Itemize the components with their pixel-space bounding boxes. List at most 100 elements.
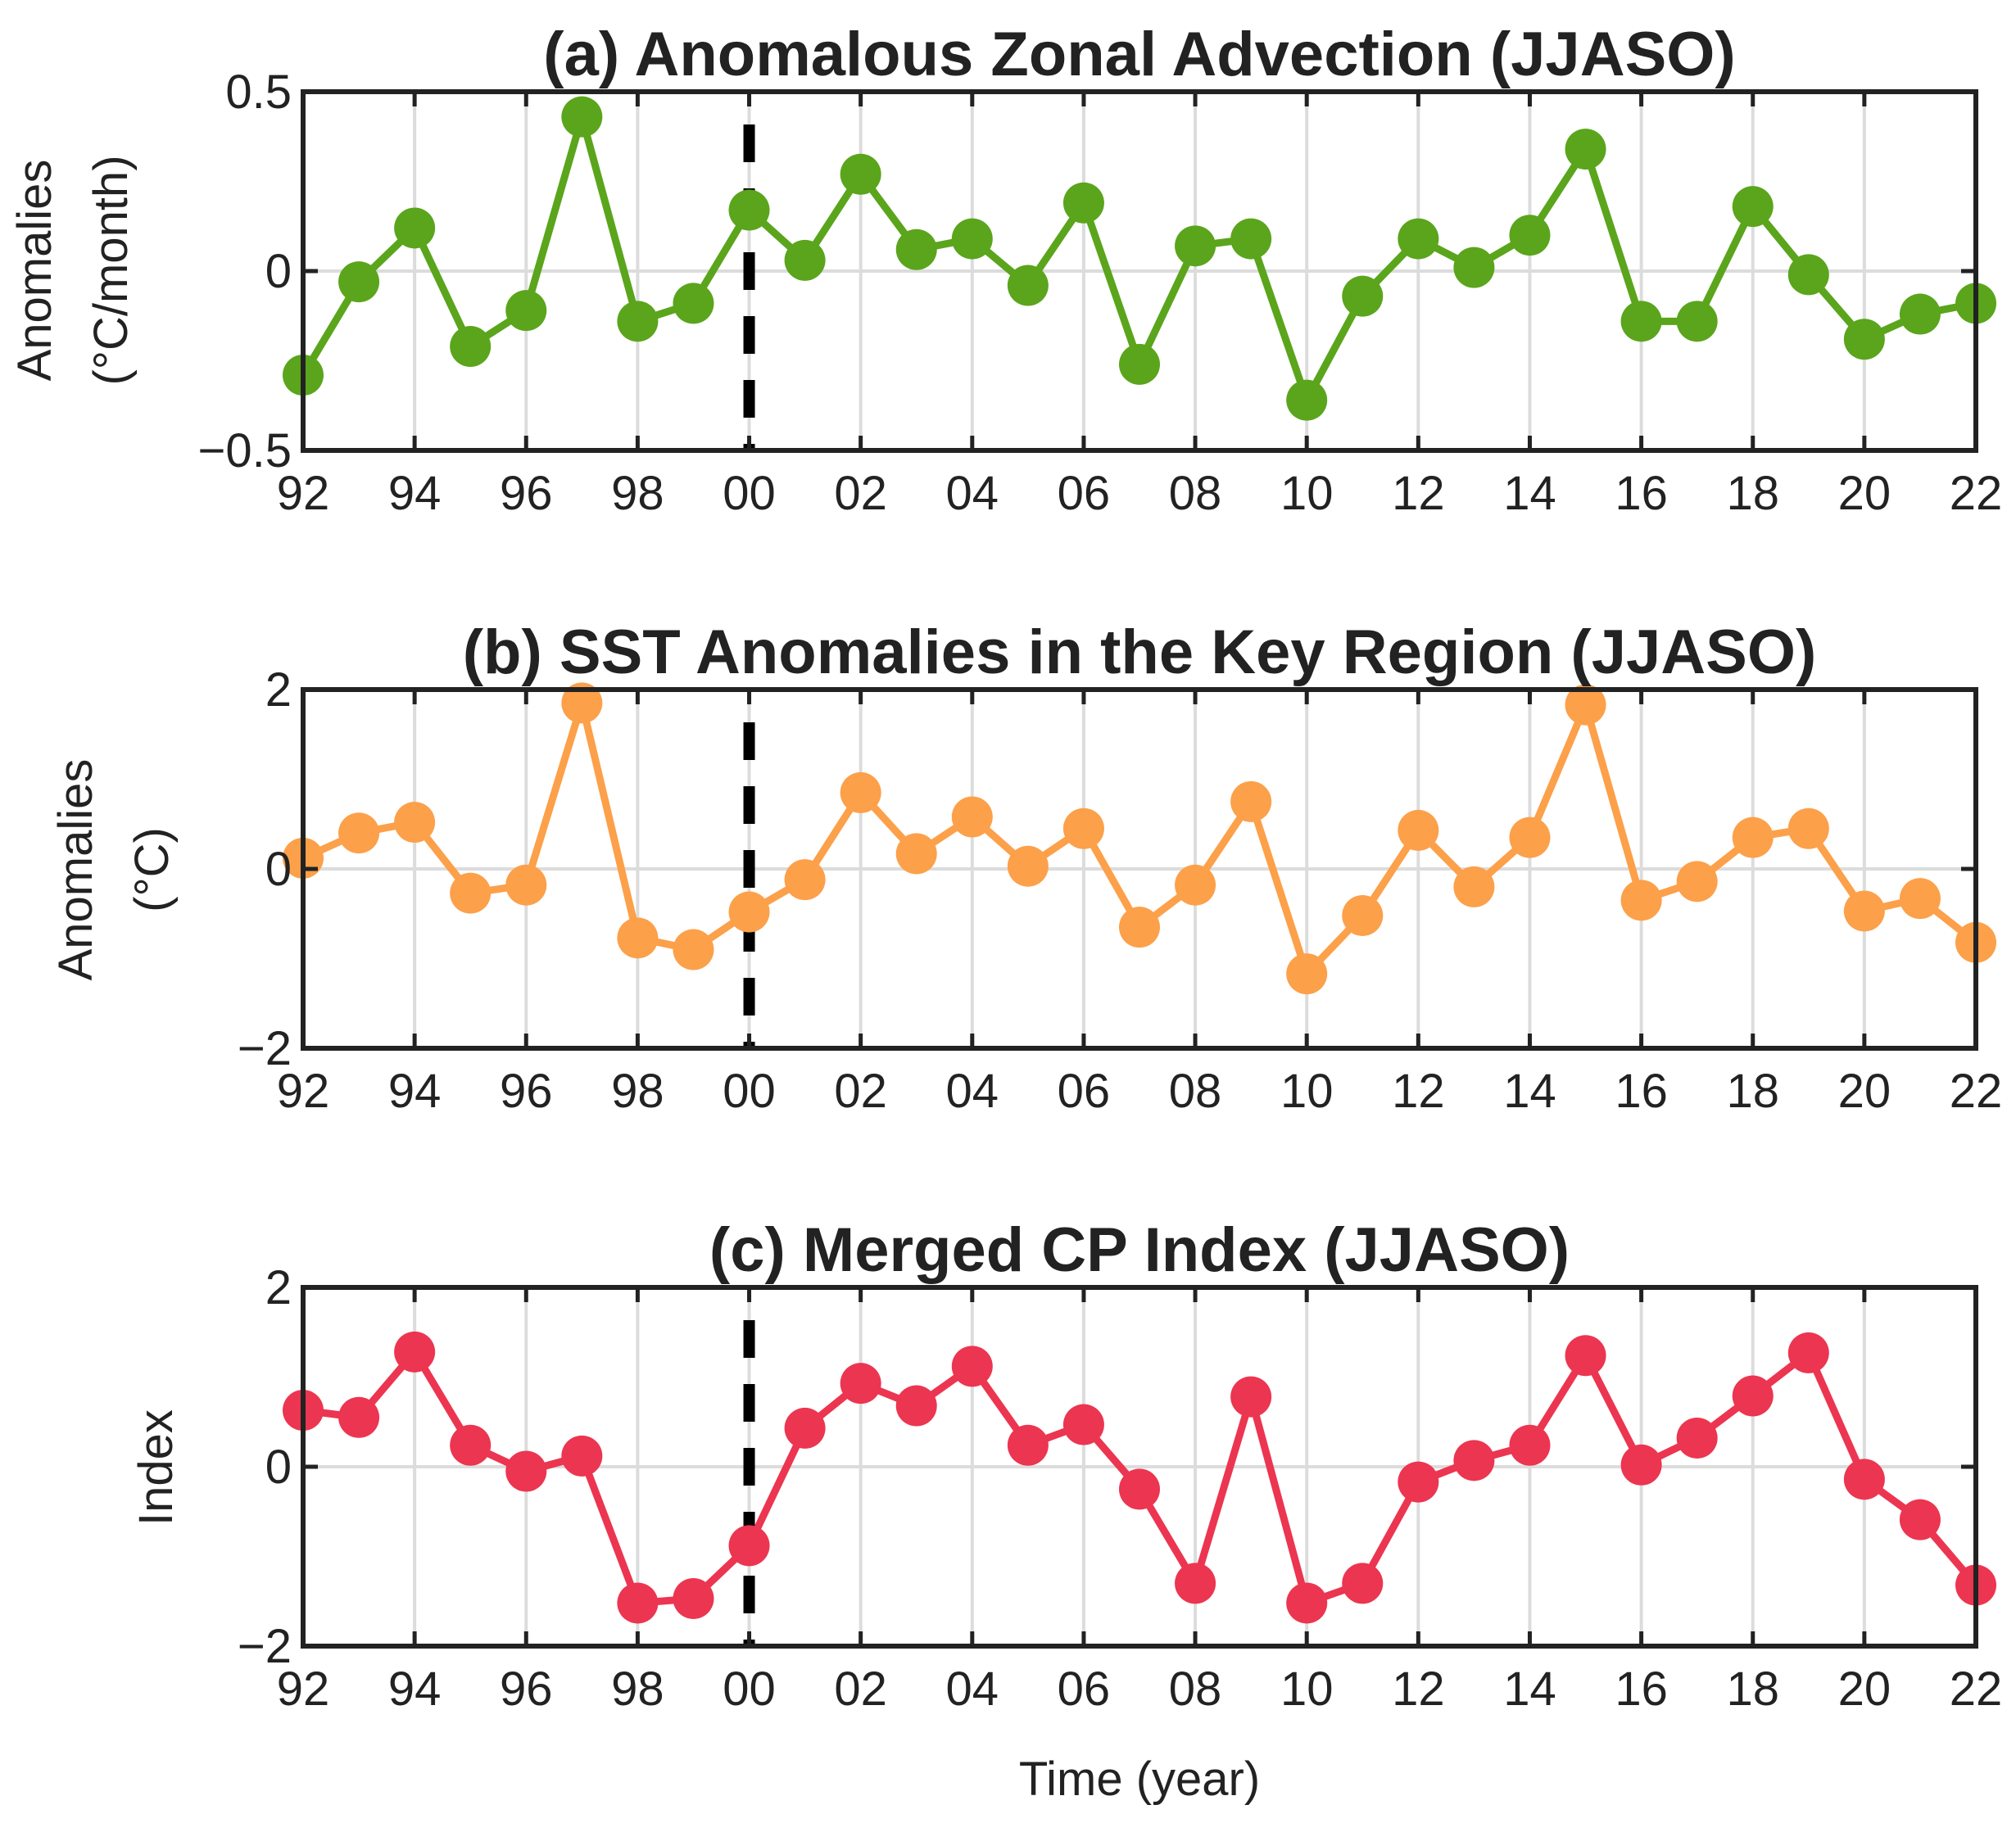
x-tick-label: 20	[1838, 467, 1891, 520]
x-tick-label: 10	[1280, 467, 1334, 520]
data-point	[394, 802, 436, 844]
data-point	[450, 1424, 492, 1466]
data-point	[1007, 265, 1049, 306]
y-tick-label: 0	[265, 1441, 292, 1494]
x-tick-label: 02	[834, 467, 887, 520]
x-tick-label: 00	[723, 467, 776, 520]
data-point	[561, 96, 603, 138]
data-point	[1787, 1332, 1829, 1373]
x-tick-label: 22	[1950, 1662, 2003, 1716]
x-tick-label: 18	[1726, 1065, 1779, 1118]
data-point	[1453, 247, 1495, 288]
data-point	[450, 872, 492, 914]
y-axis-label: Index	[129, 1409, 183, 1526]
chart-title: (a) Anomalous Zonal Advection (JJASO)	[543, 20, 1735, 89]
x-tick-label: 14	[1503, 1662, 1556, 1716]
data-point	[1230, 1376, 1272, 1418]
data-point	[338, 812, 380, 854]
data-point	[1732, 817, 1774, 858]
x-tick-label: 94	[388, 1065, 442, 1118]
data-point	[338, 261, 380, 303]
chart-panel-2: 92 94 96 98 00 02 04 06 08 10 12 14 16 18 20 22−202(b) …	[49, 617, 2002, 1118]
chart-panel-1: 92 94 96 98 00 02 04 06 08 10 12 14 16 18 20 22 −0.5 0 0.5…	[8, 20, 2002, 520]
x-tick-label: 96	[500, 1065, 553, 1118]
data-point	[1453, 866, 1495, 907]
data-point	[1843, 319, 1885, 360]
data-point	[673, 283, 714, 324]
y-tick-label: −2	[238, 1022, 292, 1075]
data-point	[1899, 1499, 1941, 1540]
x-tick-label: 98	[611, 1065, 664, 1118]
x-tick-label: 14	[1503, 467, 1556, 520]
data-point	[784, 239, 826, 281]
data-point	[1620, 301, 1662, 342]
data-point	[1007, 1424, 1049, 1466]
data-point	[617, 301, 659, 342]
x-tick-label: 94	[388, 467, 442, 520]
data-point	[1062, 1404, 1104, 1445]
y-axis-label: (°C/month)	[84, 155, 138, 385]
x-tick-label: 10	[1280, 1065, 1334, 1118]
data-point	[840, 771, 881, 813]
data-point	[505, 1450, 547, 1492]
data-point	[1899, 293, 1941, 335]
data-point	[1342, 1563, 1384, 1604]
data-point	[1565, 129, 1606, 170]
data-point	[394, 207, 436, 249]
x-tick-label: 04	[946, 467, 999, 520]
x-tick-label: 02	[834, 1065, 887, 1118]
data-point	[784, 1407, 826, 1449]
x-tick-label: 12	[1392, 1662, 1445, 1716]
x-tick-label: 12	[1392, 1065, 1445, 1118]
data-point	[1843, 1459, 1885, 1500]
data-point	[1787, 807, 1829, 849]
y-axis-label: Anomalies	[8, 160, 61, 382]
chart-title: (b) SST Anomalies in the Key Region (JJA…	[463, 617, 1817, 687]
data-point	[1230, 218, 1272, 260]
data-point	[1119, 907, 1160, 948]
x-tick-label: 16	[1615, 1065, 1668, 1118]
data-point	[951, 218, 993, 260]
y-axis-label: Anomalies	[49, 759, 102, 981]
data-point	[1732, 186, 1774, 228]
data-point	[561, 682, 603, 724]
data-point	[1119, 1468, 1160, 1510]
data-point	[1453, 1440, 1495, 1481]
x-tick-label: 06	[1058, 1662, 1111, 1716]
data-point	[1062, 807, 1104, 849]
x-tick-label: 16	[1615, 467, 1668, 520]
data-point	[728, 189, 770, 231]
data-point	[1398, 809, 1439, 851]
y-tick-label: 0	[265, 843, 292, 896]
x-tick-label: 14	[1503, 1065, 1556, 1118]
data-point	[505, 290, 547, 332]
data-point	[1565, 684, 1606, 726]
data-point	[1676, 1417, 1718, 1459]
x-tick-label: 22	[1950, 1065, 2003, 1118]
chart-panel-3: 92 94 96 98 00 02 04 06 08 10 12 14 16 18 20 22−202(c) …	[129, 1215, 2002, 1806]
data-point	[561, 1435, 603, 1477]
data-point	[1062, 182, 1104, 224]
data-point	[1398, 1461, 1439, 1503]
data-point	[895, 228, 937, 270]
data-point	[1620, 1444, 1662, 1486]
data-point	[1509, 1424, 1551, 1466]
x-tick-label: 02	[834, 1662, 887, 1716]
data-point	[673, 929, 714, 970]
data-point	[1843, 890, 1885, 932]
x-tick-label: 98	[611, 1662, 664, 1716]
data-point	[1509, 215, 1551, 256]
data-point	[1676, 861, 1718, 902]
x-tick-label: 04	[946, 1662, 999, 1716]
data-point	[1286, 1582, 1328, 1624]
x-tick-label: 12	[1392, 467, 1445, 520]
data-point	[394, 1331, 436, 1373]
x-tick-label: 92	[277, 1662, 330, 1716]
data-point	[1509, 817, 1551, 858]
data-point	[895, 833, 937, 875]
x-tick-label: 18	[1726, 1662, 1779, 1716]
x-tick-label: 08	[1169, 1662, 1222, 1716]
data-point	[1230, 780, 1272, 822]
data-point	[1899, 878, 1941, 920]
data-point	[505, 864, 547, 906]
